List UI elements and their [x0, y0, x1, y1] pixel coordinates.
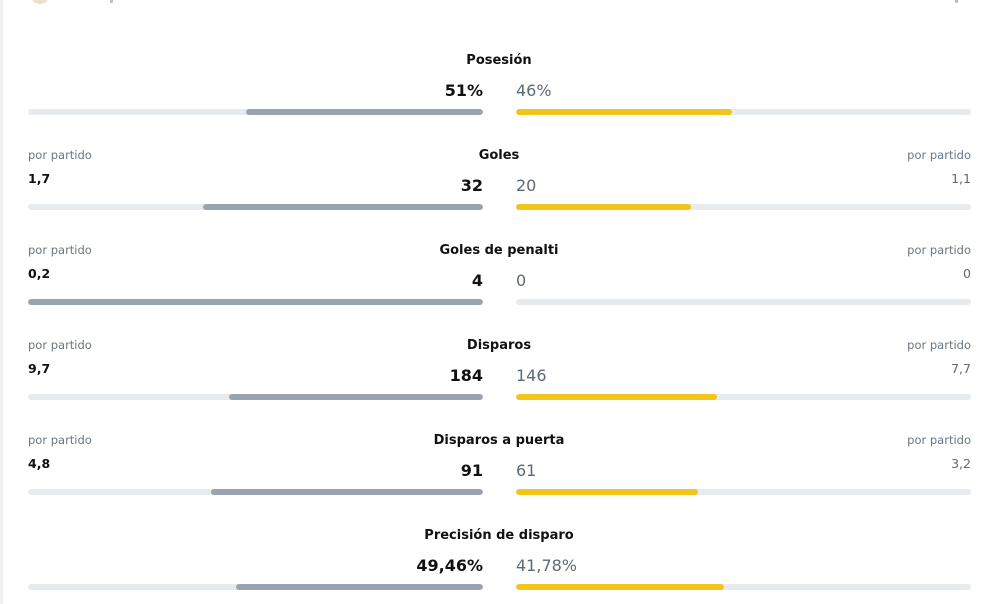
away-bar-fill [516, 109, 733, 115]
home-bar-track [28, 109, 483, 115]
per-match-label: por partido [907, 433, 971, 447]
team-crest-icon [30, 0, 50, 4]
away-bar-fill [516, 489, 699, 495]
per-match-label: por partido [907, 148, 971, 162]
away-value: 41,78% [516, 556, 578, 575]
home-bar-fill [236, 584, 483, 590]
home-bar-fill [28, 299, 483, 305]
home-bar-fill [203, 204, 483, 210]
away-bar-track [516, 489, 971, 495]
away-value: 46% [516, 81, 552, 100]
home-value: 49,46% [416, 556, 483, 575]
stat-row-goals: por partido Goles por partido 1,7 1,1 32… [0, 148, 986, 218]
away-bar-track [516, 109, 971, 115]
stat-row-shot-accuracy: Precisión de disparo 49,46% 41,78% [0, 528, 986, 598]
home-value: 51% [444, 81, 483, 100]
stat-row-penalty-goals: por partido Goles de penalti por partido… [0, 243, 986, 313]
home-bar-fill [229, 394, 483, 400]
stat-row-shots-on-target: por partido Disparos a puerta por partid… [0, 433, 986, 503]
home-value: 184 [449, 366, 483, 385]
per-match-label: por partido [28, 338, 92, 352]
away-bar-track [516, 204, 971, 210]
away-value: 0 [516, 271, 527, 290]
home-value: 32 [460, 176, 483, 195]
home-bar-fill [210, 489, 483, 495]
stat-title: Goles de penalti [439, 243, 559, 258]
away-bar-track [516, 584, 971, 590]
away-bar-track [516, 394, 971, 400]
home-bar-track [28, 204, 483, 210]
away-bar-fill [516, 394, 718, 400]
per-match-label: por partido [28, 148, 92, 162]
away-per-match-value: 7,7 [951, 361, 971, 376]
stat-row-possession: Posesión 51% 46% [0, 53, 986, 123]
per-match-label: por partido [28, 243, 92, 257]
home-bar-track [28, 299, 483, 305]
stat-title: Posesión [466, 53, 532, 68]
away-value: 61 [516, 461, 537, 480]
per-match-label: por partido [28, 433, 92, 447]
away-bar-track [516, 299, 971, 305]
team-name-fragment [955, 0, 958, 3]
away-value: 20 [516, 176, 537, 195]
home-value: 91 [460, 461, 483, 480]
home-per-match-value: 0,2 [28, 266, 51, 281]
stat-row-shots: por partido Disparos por partido 9,7 7,7… [0, 338, 986, 408]
away-per-match-value: 1,1 [951, 171, 971, 186]
stat-title: Precisión de disparo [424, 528, 574, 543]
stat-title: Disparos a puerta [433, 433, 565, 448]
home-bar-fill [246, 109, 483, 115]
home-per-match-value: 1,7 [28, 171, 51, 186]
stat-title: Disparos [466, 338, 532, 353]
home-per-match-value: 9,7 [28, 361, 51, 376]
per-match-label: por partido [907, 243, 971, 257]
per-match-label: por partido [907, 338, 971, 352]
away-bar-fill [516, 204, 692, 210]
left-edge-rule [0, 0, 3, 604]
team-name-fragment [110, 0, 113, 3]
away-per-match-value: 0 [963, 266, 971, 281]
home-per-match-value: 4,8 [28, 456, 51, 471]
home-bar-track [28, 489, 483, 495]
home-bar-track [28, 394, 483, 400]
home-bar-track [28, 584, 483, 590]
away-bar-fill [516, 584, 725, 590]
home-value: 4 [471, 271, 483, 290]
away-per-match-value: 3,2 [951, 456, 971, 471]
away-value: 146 [516, 366, 547, 385]
stat-title: Goles [478, 148, 520, 163]
